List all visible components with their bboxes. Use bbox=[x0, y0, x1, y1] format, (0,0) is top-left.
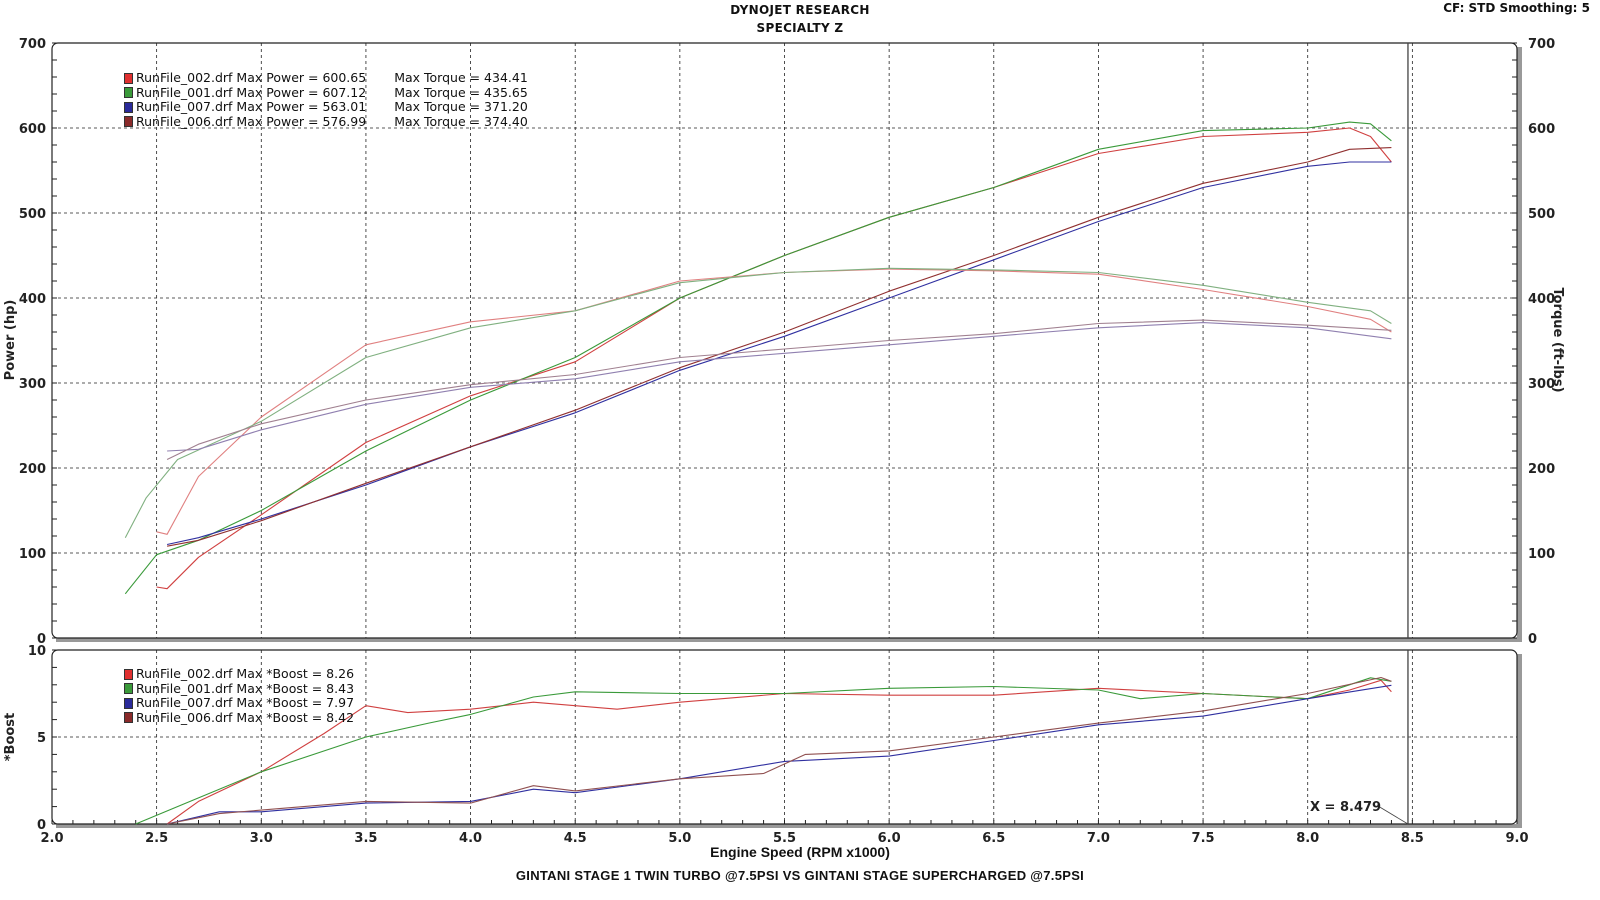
y2-tick-label: 500 bbox=[1528, 207, 1555, 222]
legend-swatch-icon bbox=[124, 116, 133, 128]
y-tick-label: 400 bbox=[19, 292, 46, 307]
boost-panel-shadow-bottom bbox=[56, 824, 1521, 828]
cursor-readout: X = 8.479 bbox=[1310, 800, 1381, 815]
legend-entry: RunFile_001.drf Max *Boost = 8.43 bbox=[124, 680, 355, 697]
power-panel-shadow-bottom bbox=[56, 638, 1521, 642]
x-tick-label: 6.0 bbox=[878, 831, 901, 846]
legend-swatch-icon bbox=[124, 101, 133, 113]
x-tick-label: 5.0 bbox=[668, 831, 691, 846]
x-tick-label: 2.0 bbox=[40, 831, 63, 846]
legend-label: RunFile_002.drf Max *Boost = 8.26 bbox=[136, 666, 355, 681]
boost-tick-label: 0 bbox=[37, 818, 46, 833]
x-axis-label: Engine Speed (RPM x1000) bbox=[710, 844, 890, 860]
x-tick-label: 4.0 bbox=[459, 831, 482, 846]
y-tick-label: 700 bbox=[19, 37, 46, 52]
data-line bbox=[166, 147, 1392, 547]
legend-torque: Max Torque = 434.41 bbox=[394, 70, 528, 85]
data-line bbox=[166, 319, 1392, 460]
y-tick-label: 600 bbox=[19, 122, 46, 137]
legend-swatch-icon bbox=[124, 87, 133, 99]
legend-entry: RunFile_007.drf Max *Boost = 7.97 bbox=[124, 695, 355, 711]
y2-tick-label: 400 bbox=[1528, 292, 1555, 307]
x-tick-label: 3.5 bbox=[354, 831, 377, 846]
y-axis-title-power: Power (hp) bbox=[3, 300, 18, 381]
x-tick-label: 7.0 bbox=[1087, 831, 1110, 846]
x-tick-label: 9.0 bbox=[1505, 831, 1528, 846]
x-tick-label: 6.5 bbox=[982, 831, 1005, 846]
y-tick-label: 100 bbox=[19, 547, 46, 562]
legend-swatch-icon bbox=[124, 72, 133, 84]
legend-entry: RunFile_006.drf Max Power = 576.99 Max To… bbox=[124, 113, 528, 130]
legend-swatch-icon bbox=[124, 697, 133, 709]
y-axis-title-torque: Torque (ft-lbs) bbox=[1550, 287, 1565, 392]
correction-smoothing-label: CF: STD Smoothing: 5 bbox=[1443, 1, 1590, 15]
legend-swatch-icon bbox=[124, 712, 133, 724]
chart-title: DYNOJET RESEARCH bbox=[730, 3, 870, 17]
legend-entry: RunFile_006.drf Max *Boost = 8.42 bbox=[124, 709, 355, 726]
legend-entry: RunFile_002.drf Max *Boost = 8.26 bbox=[124, 666, 355, 682]
data-line bbox=[167, 322, 1392, 452]
boost-panel-shadow-right bbox=[1517, 654, 1522, 828]
y2-tick-label: 300 bbox=[1528, 377, 1555, 392]
legend-entry: RunFile_007.drf Max Power = 563.01 Max To… bbox=[124, 99, 528, 115]
x-tick-label: 3.0 bbox=[250, 831, 273, 846]
legend-label: RunFile_007.drf Max *Boost = 7.97 bbox=[136, 695, 355, 710]
legend-torque: Max Torque = 435.65 bbox=[394, 84, 528, 100]
cursor-leader-line bbox=[1377, 805, 1409, 825]
x-tick-label: 8.5 bbox=[1401, 831, 1424, 846]
legend-swatch-icon bbox=[124, 683, 133, 695]
chart-subtitle-vehicle: SPECIALTY Z bbox=[756, 21, 844, 35]
data-line bbox=[135, 677, 1392, 825]
boost-tick-label: 10 bbox=[28, 644, 46, 659]
data-line bbox=[124, 121, 1392, 595]
data-line bbox=[124, 267, 1392, 538]
y2-tick-label: 700 bbox=[1528, 37, 1555, 52]
x-tick-label: 8.0 bbox=[1296, 831, 1319, 846]
y-tick-label: 300 bbox=[19, 377, 46, 392]
x-tick-label: 4.5 bbox=[564, 831, 587, 846]
comparison-subtitle: GINTANI STAGE 1 TWIN TURBO @7.5PSI VS GI… bbox=[515, 868, 1085, 883]
x-tick-label: 5.5 bbox=[773, 831, 796, 846]
legend-entry: RunFile_001.drf Max Power = 607.12 Max To… bbox=[124, 84, 528, 101]
boost-legend: RunFile_002.drf Max *Boost = 8.26 RunFile… bbox=[124, 666, 355, 726]
y-tick-label: 0 bbox=[37, 632, 46, 647]
y2-tick-label: 200 bbox=[1528, 462, 1555, 477]
y-axis-title-boost: *Boost bbox=[3, 713, 18, 762]
data-line bbox=[156, 268, 1392, 535]
power-torque-legend: RunFile_002.drf Max Power = 600.65 Max To… bbox=[124, 70, 528, 130]
legend-torque: Max Torque = 371.20 bbox=[394, 99, 528, 114]
legend-label: RunFile_002.drf Max Power = 600.65 bbox=[136, 70, 367, 85]
legend-swatch-icon bbox=[124, 668, 133, 680]
x-tick-label: 2.5 bbox=[145, 831, 168, 846]
legend-label: RunFile_001.drf Max Power = 607.12 bbox=[136, 84, 367, 100]
y-tick-label: 200 bbox=[19, 462, 46, 477]
y2-tick-label: 100 bbox=[1528, 547, 1555, 562]
legend-label: RunFile_006.drf Max *Boost = 8.42 bbox=[136, 709, 355, 725]
y-tick-label: 500 bbox=[19, 207, 46, 222]
boost-tick-label: 5 bbox=[37, 731, 46, 746]
y2-tick-label: 0 bbox=[1528, 632, 1537, 647]
legend-torque: Max Torque = 374.40 bbox=[394, 113, 528, 129]
legend-label: RunFile_006.drf Max Power = 576.99 bbox=[136, 113, 367, 129]
power-panel-shadow-right bbox=[1517, 47, 1522, 642]
y2-tick-label: 600 bbox=[1528, 122, 1555, 137]
legend-label: RunFile_001.drf Max *Boost = 8.43 bbox=[136, 680, 355, 696]
legend-entry: RunFile_002.drf Max Power = 600.65 Max To… bbox=[124, 70, 528, 86]
data-line bbox=[166, 676, 1392, 825]
x-tick-label: 7.5 bbox=[1192, 831, 1215, 846]
legend-label: RunFile_007.drf Max Power = 563.01 bbox=[136, 99, 367, 114]
